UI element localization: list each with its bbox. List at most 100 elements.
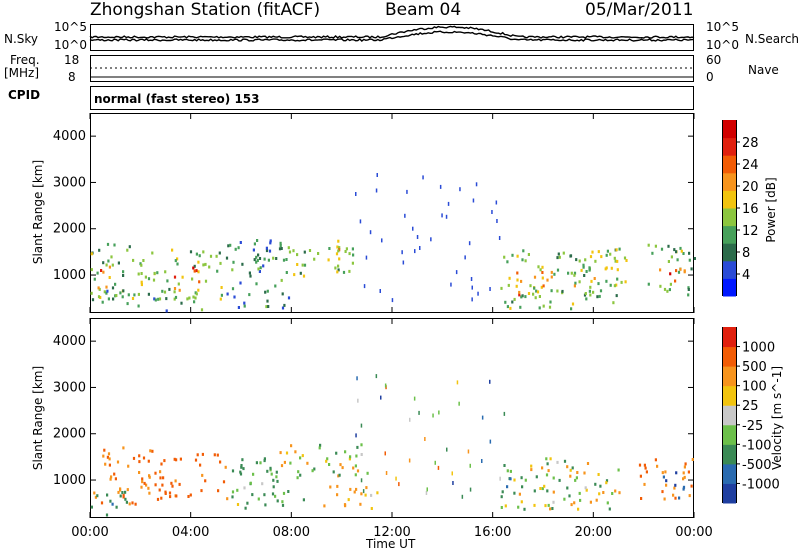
heatmap-cell-velocity [645,470,648,474]
heatmap-cell-velocity [148,475,151,479]
heatmap-cell-power [569,254,573,258]
heatmap-cell-power [668,288,671,292]
heatmap-cell-power [176,262,179,266]
heatmap-cell-velocity [104,462,107,466]
heatmap-cell-velocity [611,492,614,495]
heatmap-cell-power [573,273,576,277]
heatmap-cell-velocity [352,466,355,470]
heatmap-cell-velocity [156,497,160,501]
heatmap-cell-power [132,258,135,262]
freq-tick-top: 18 [64,53,80,67]
heatmap-cell-power [274,284,277,288]
heatmap-cell-velocity [547,469,550,473]
heatmap-cell-power [675,250,678,254]
heatmap-cell-power [556,289,559,293]
heatmap-cell-power [248,293,251,297]
colorbar-swatch [723,155,736,174]
colorbar-swatch [723,137,736,156]
heatmap-cell-power [616,268,619,272]
heatmap-cell-power [521,294,524,298]
heatmap-cell-velocity [451,471,453,476]
heatmap-cell-power [679,267,682,271]
heatmap-cell-velocity [280,464,284,468]
heatmap-cell-power [475,182,478,187]
heatmap-cell-velocity [577,507,580,511]
heatmap-cell-power [511,253,514,257]
heatmap-cell-velocity [618,491,621,495]
heatmap-cell-power [128,245,131,249]
y-tick-label: 2000 [53,222,86,237]
heatmap-cell-velocity [370,507,373,510]
heatmap-cell-power [660,247,664,251]
heatmap-cell-velocity [504,504,507,508]
heatmap-cell-power [303,250,306,254]
colorbar-tick-label: 28 [742,136,759,151]
heatmap-cell-velocity [151,449,154,453]
heatmap-cell-power [142,259,145,262]
heatmap-cell-velocity [244,506,247,510]
heatmap-cell-power [137,272,140,276]
heatmap-cell-velocity [168,491,172,495]
heatmap-cell-power [334,266,337,270]
nsearch-label: N.Search [745,32,800,46]
colorbar-swatch [723,346,736,367]
heatmap-cell-power [231,287,235,291]
heatmap-cell-velocity [644,466,647,470]
heatmap-cell-power [548,305,552,309]
heatmap-cell-power [200,308,204,312]
heatmap-cell-power [516,278,519,282]
heatmap-cell-velocity [251,493,254,497]
heatmap-cell-velocity [124,490,127,494]
colorbar-swatch [723,260,736,279]
heatmap-cell-velocity [231,469,235,473]
heatmap-cell-velocity [364,493,367,497]
heatmap-cell-velocity [338,473,341,477]
heatmap-cell-velocity [509,469,512,473]
heatmap-cell-power [239,241,242,244]
heatmap-cell-power [412,226,414,231]
heatmap-cell-power [91,298,95,302]
heatmap-cell-velocity [408,458,411,463]
heatmap-cell-power [570,271,573,275]
nave-label: Nave [748,63,779,77]
heatmap-cell-velocity [281,500,284,504]
heatmap-cell-power [218,251,221,255]
heatmap-cell-power [404,213,406,218]
heatmap-cell-velocity [339,463,342,467]
heatmap-cell-velocity [143,481,146,485]
heatmap-cell-power [281,306,285,310]
heatmap-cell-velocity [413,396,416,401]
heatmap-cell-power [106,242,110,246]
x-tick-label: 20:00 [575,525,612,540]
heatmap-cell-velocity [269,466,272,470]
heatmap-cell-power [414,249,416,254]
heatmap-cell-velocity [545,473,549,477]
heatmap-cell-power [243,304,246,308]
heatmap-cell-power [680,249,683,253]
heatmap-cell-power [249,274,252,278]
heatmap-cell-velocity [204,479,207,483]
heatmap-cell-velocity [282,491,286,495]
heatmap-cell-power [108,276,111,279]
heatmap-cell-power [233,295,236,299]
heatmap-cell-velocity [196,453,199,457]
heatmap-cell-power [280,278,283,282]
heatmap-cell-velocity [362,489,365,494]
heatmap-cell-power [215,254,218,258]
heatmap-cell-power [197,260,200,264]
heatmap-cell-velocity [520,500,523,504]
heatmap-cell-velocity [297,470,300,474]
heatmap-cell-velocity [503,464,506,467]
heatmap-cell-power [198,280,201,284]
cpid-panel [90,86,694,110]
heatmap-cell-velocity [395,476,397,481]
heatmap-cell-velocity [674,483,677,487]
heatmap-cell-power [676,258,679,262]
heatmap-cell-velocity [149,449,152,453]
heatmap-cell-velocity [275,475,278,479]
heatmap-cell-power [119,291,122,295]
heatmap-cell-velocity [597,473,600,476]
heatmap-cell-power [342,270,346,274]
x-tick-label: 16:00 [474,525,511,540]
heatmap-cell-velocity [189,493,192,497]
